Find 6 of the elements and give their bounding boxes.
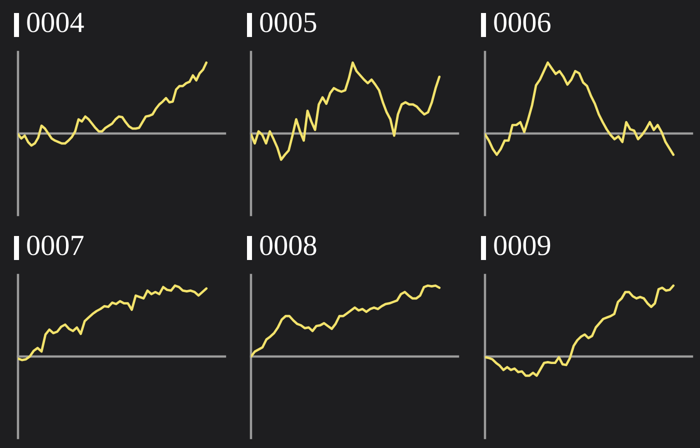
chart-title: 0004 xyxy=(27,12,84,32)
chart-title: 0008 xyxy=(260,236,316,256)
chart-title: 0007 xyxy=(27,236,84,256)
chart-title: 0005 xyxy=(260,12,316,32)
chart-title: 0006 xyxy=(494,12,550,32)
chart-title: 0009 xyxy=(494,236,550,256)
